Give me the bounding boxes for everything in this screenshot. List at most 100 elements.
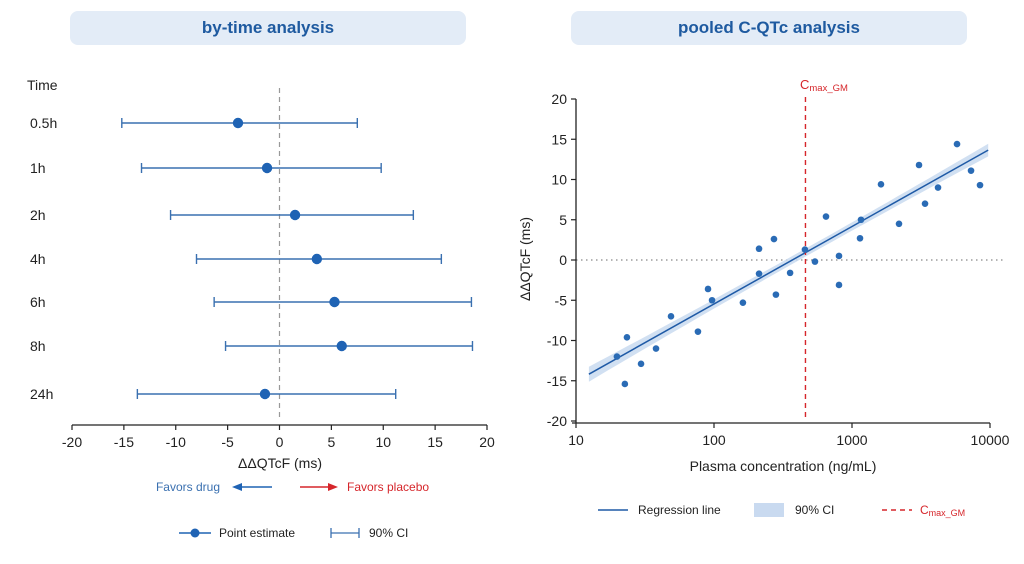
point-estimate bbox=[289, 209, 301, 221]
data-point bbox=[822, 213, 830, 220]
data-point bbox=[857, 216, 865, 224]
data-point bbox=[667, 313, 675, 320]
data-point bbox=[856, 234, 864, 242]
scatter-x-tick-label: 10 bbox=[568, 432, 584, 448]
forest-row: 24h bbox=[30, 386, 397, 402]
time-label: 4h bbox=[30, 251, 46, 267]
cmax-legend-main: C bbox=[920, 503, 929, 517]
data-point bbox=[694, 328, 702, 335]
scatter-y-tick-label: -15 bbox=[547, 373, 567, 389]
data-point bbox=[621, 380, 629, 388]
forest-x-tick-label: 20 bbox=[479, 434, 495, 450]
scatter-points bbox=[613, 140, 984, 388]
pooled-cqtc-analysis-banner: pooled C-QTc analysis bbox=[571, 11, 967, 45]
data-point bbox=[921, 200, 929, 207]
forest-x-tick-label: -20 bbox=[62, 434, 82, 450]
scatter-y-tick-label: 20 bbox=[551, 91, 567, 107]
data-point bbox=[623, 333, 631, 341]
forest-legend: Point estimate 90% CI bbox=[179, 526, 408, 540]
forest-x-tick-label: 10 bbox=[375, 434, 391, 450]
point-estimate-legend-icon bbox=[179, 528, 211, 538]
point-estimate bbox=[311, 253, 323, 265]
forest-x-tick-label: 15 bbox=[427, 434, 443, 450]
data-point bbox=[770, 235, 778, 243]
forest-x-tick-label: -15 bbox=[114, 434, 134, 450]
scatter-x-ticks: 10 100 1000 10000 bbox=[568, 423, 1010, 448]
forest-x-tick-label: 5 bbox=[327, 434, 335, 450]
point-estimate bbox=[336, 340, 347, 352]
data-point bbox=[772, 291, 780, 298]
forest-row: 6h bbox=[30, 294, 473, 310]
by-time-analysis-banner: by-time analysis bbox=[70, 11, 466, 45]
forest-x-ticks: -20 -15 -10 -5 0 5 10 15 20 bbox=[62, 425, 495, 450]
favors-drug-label: Favors drug bbox=[156, 480, 220, 494]
scatter-x-tick-label: 10000 bbox=[971, 432, 1010, 448]
time-label: 6h bbox=[30, 294, 46, 310]
scatter-y-tick-label: 0 bbox=[559, 252, 567, 268]
scatter-y-ticks: -20 -15 -10 -5 0 5 10 15 20 bbox=[547, 91, 576, 429]
data-point bbox=[877, 181, 885, 188]
forest-x-axis-title: ΔΔQTcF (ms) bbox=[238, 455, 322, 471]
forest-plot: Time 0.5h 1h 2h 4h 6h 8h 24h -20 -15 -10 -5 0 5 10 15… bbox=[27, 77, 495, 540]
time-label: 1h bbox=[30, 160, 46, 176]
ci-legend-label: 90% CI bbox=[369, 526, 408, 540]
cmax-label-sub: max_GM bbox=[809, 83, 848, 94]
svg-text:Cmax_GM: Cmax_GM bbox=[800, 77, 848, 94]
point-estimate bbox=[232, 117, 244, 129]
point-estimate bbox=[329, 296, 340, 308]
data-point bbox=[967, 167, 975, 174]
forest-x-tick-label: 0 bbox=[276, 434, 284, 450]
data-point bbox=[895, 220, 903, 228]
scatter-y-tick-label: 5 bbox=[559, 212, 567, 228]
cmax-legend-sub: max_GM bbox=[929, 508, 966, 518]
time-label: 24h bbox=[30, 386, 53, 402]
favors-placebo-arrow-icon bbox=[300, 483, 338, 491]
favors-placebo-label: Favors placebo bbox=[347, 480, 429, 494]
scatter-x-tick-label: 1000 bbox=[836, 432, 867, 448]
data-point bbox=[755, 270, 763, 277]
data-point bbox=[934, 184, 942, 191]
data-point bbox=[801, 246, 809, 253]
cmax-label-main: C bbox=[800, 77, 809, 92]
data-point bbox=[755, 245, 763, 253]
point-estimate bbox=[259, 388, 271, 400]
time-label: 2h bbox=[30, 207, 46, 223]
scatter-x-axis-title: Plasma concentration (ng/mL) bbox=[690, 458, 877, 474]
data-point bbox=[613, 353, 621, 360]
scatter-y-tick-label: 15 bbox=[551, 131, 567, 147]
scatter-y-tick-label: -10 bbox=[547, 333, 567, 349]
data-point bbox=[835, 281, 843, 289]
cmax-gm-label: Cmax_GM bbox=[800, 77, 848, 94]
time-column-header: Time bbox=[27, 77, 58, 93]
data-point bbox=[915, 161, 923, 169]
ci-band-legend-icon bbox=[754, 503, 784, 517]
ci-band-legend-label: 90% CI bbox=[795, 503, 834, 517]
forest-row: 2h bbox=[30, 207, 415, 223]
left-chart-title: by-time analysis bbox=[201, 18, 335, 37]
data-point bbox=[786, 269, 794, 277]
scatter-x-tick-label: 100 bbox=[702, 432, 726, 448]
scatter-y-tick-label: 10 bbox=[551, 172, 567, 188]
favors-drug-arrow-icon bbox=[232, 483, 272, 491]
data-point bbox=[637, 360, 645, 368]
forest-x-tick-label: -10 bbox=[166, 434, 186, 450]
right-chart-title: pooled C-QTc analysis bbox=[677, 18, 860, 37]
data-point bbox=[739, 299, 747, 306]
data-point bbox=[953, 140, 961, 148]
data-point bbox=[835, 252, 843, 260]
data-point bbox=[976, 181, 984, 189]
data-point bbox=[811, 258, 819, 265]
regression-line bbox=[588, 149, 989, 375]
scatter-y-tick-label: -20 bbox=[547, 413, 567, 429]
data-point bbox=[704, 285, 712, 293]
scatter-y-axis-title: ΔΔQTcF (ms) bbox=[517, 217, 533, 301]
forest-rows: 0.5h 1h 2h 4h 6h 8h 24h bbox=[30, 88, 474, 421]
time-label: 8h bbox=[30, 338, 46, 354]
forest-x-tick-label: -5 bbox=[221, 434, 234, 450]
point-estimate bbox=[261, 162, 273, 174]
forest-row: 8h bbox=[30, 338, 474, 354]
data-point bbox=[708, 296, 716, 304]
data-point bbox=[652, 345, 660, 352]
cmax-legend-label: Cmax_GM bbox=[920, 503, 965, 518]
